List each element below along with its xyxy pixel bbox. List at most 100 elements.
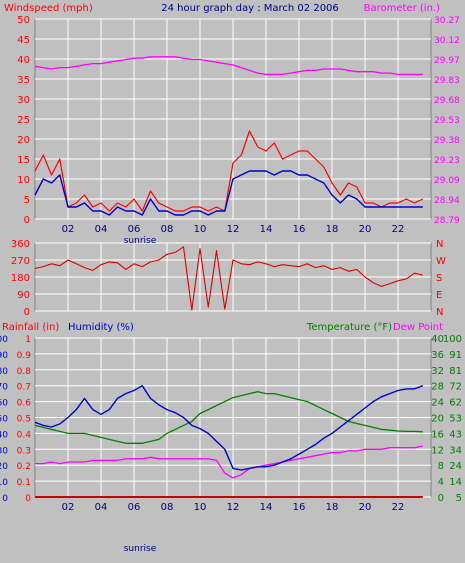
barometer-y-tick-label: 29.53: [434, 116, 460, 126]
x-tick-label: 14: [260, 224, 273, 235]
temperature-y-tick-label: 24: [431, 398, 444, 409]
x-tick-label: 20: [359, 224, 372, 235]
humidity-y-tick-label: 100: [0, 335, 8, 345]
rain-y-tick-label: 0.9: [17, 351, 32, 361]
wind-y-tick-label: 20: [17, 135, 30, 146]
humidity-y-tick-label: 40: [0, 430, 8, 440]
humidity-line: [34, 385, 424, 471]
humidity-y-tick-label: 60: [0, 399, 8, 409]
barometer-y-tick-label: 29.83: [434, 76, 460, 86]
wind-y-tick-label: 10: [17, 175, 30, 186]
dewpoint-axis-label: Dew Point: [393, 322, 443, 333]
windspeed-axis-label: Windspeed (mph): [4, 3, 93, 14]
dewpoint-line: [35, 445, 423, 479]
compass-tick-label: S: [436, 273, 442, 284]
x-tick-label: 06: [128, 224, 141, 235]
rain-y-tick-label: 0.2: [17, 462, 31, 472]
rainfall-axis-label: Rainfall (in): [2, 322, 59, 333]
wind-y-tick-label: 5: [24, 195, 30, 206]
dewpoint-y-tick-label: 62: [449, 398, 462, 409]
x-tick-label: 04: [95, 502, 108, 513]
x-tick-label: 14: [260, 502, 273, 513]
compass-tick-label: W: [436, 256, 446, 267]
temperature-y-tick-label: 32: [431, 366, 444, 377]
dewpoint-y-tick-label: 5: [456, 493, 462, 504]
rain-y-tick-label: 0.3: [17, 446, 31, 456]
humidity-axis-label: Humidity (%): [68, 322, 134, 333]
barometer-y-tick-label: 30.12: [434, 36, 460, 46]
humidity-y-tick-label: 90: [0, 351, 8, 361]
barometer-y-tick-label: 29.97: [434, 56, 460, 66]
x-tick-label: 06: [128, 502, 141, 513]
rain-y-tick-label: 0.4: [17, 430, 32, 440]
rain-y-tick-label: 1: [25, 335, 31, 345]
dewpoint-y-tick-label: 24: [449, 461, 462, 472]
dewpoint-y-tick-label: 14: [449, 477, 462, 488]
rain-y-tick-label: 0.7: [17, 383, 31, 393]
x-tick-label: 18: [326, 502, 339, 513]
x-tick-label: 02: [62, 224, 75, 235]
direction-y-tick-label: 0: [24, 307, 30, 318]
temperature-y-tick-label: 36: [431, 350, 444, 361]
dewpoint-y-tick-label: 91: [449, 350, 462, 361]
x-tick-label: 12: [227, 502, 240, 513]
barometer-axis-label: Barometer (in.): [364, 3, 440, 14]
compass-tick-label: E: [436, 290, 442, 301]
humidity-y-tick-label: 10: [0, 478, 8, 488]
wind-y-tick-label: 40: [17, 55, 30, 66]
x-tick-label: 16: [293, 224, 306, 235]
rain-y-tick-label: 0.1: [17, 478, 31, 488]
compass-tick-label: N: [436, 239, 443, 250]
temperature-y-tick-label: 28: [431, 382, 444, 393]
humidity-y-tick-label: 70: [0, 383, 8, 393]
x-tick-label: 08: [161, 224, 174, 235]
humidity-y-tick-label: 50: [0, 415, 8, 425]
humidity-y-tick-label: 20: [0, 462, 8, 472]
dewpoint-y-tick-label: 53: [449, 414, 462, 425]
barometer-y-tick-label: 29.09: [434, 176, 460, 186]
rain-y-tick-label: 0.8: [17, 367, 32, 377]
wind-direction-line: [34, 246, 423, 311]
barometer-y-tick-label: 28.79: [434, 216, 460, 226]
x-tick-label: 12: [227, 224, 240, 235]
humidity-y-tick-label: 0: [2, 494, 8, 504]
x-tick-label: 22: [392, 502, 405, 513]
temperature-y-tick-label: 16: [431, 429, 444, 440]
rain-y-tick-label: 0.5: [17, 415, 31, 425]
temperature-line: [34, 391, 423, 444]
wind-y-tick-label: 25: [17, 115, 30, 126]
wind-y-tick-label: 15: [17, 155, 30, 166]
barometer-line: [34, 56, 423, 76]
barometer-y-tick-label: 29.23: [434, 156, 460, 166]
temperature-y-tick-label: 20: [431, 414, 444, 425]
wind-y-tick-label: 30: [17, 95, 30, 106]
rain-y-tick-label: 0: [25, 494, 31, 504]
x-tick-label: 22: [392, 224, 405, 235]
temperature-y-tick-label: 4: [438, 477, 444, 488]
wind-y-tick-label: 35: [17, 75, 30, 86]
temperature-y-tick-label: 12: [431, 445, 444, 456]
dewpoint-y-tick-label: 72: [449, 382, 462, 393]
x-tick-label: 20: [359, 502, 372, 513]
humidity-y-tick-label: 30: [0, 446, 8, 456]
barometer-y-tick-label: 28.94: [434, 196, 460, 206]
chart-title: 24 hour graph day : March 02 2006: [161, 3, 339, 14]
barometer-y-tick-label: 30.27: [434, 16, 460, 26]
temperature-y-tick-label: 40: [431, 334, 444, 345]
sunrise-marker-bottom: sunrise: [124, 544, 157, 554]
wind-average-line: [34, 170, 423, 216]
wind-y-tick-label: 0: [24, 215, 30, 226]
wind-gust-line: [34, 130, 424, 212]
dewpoint-y-tick-label: 43: [449, 429, 462, 440]
x-tick-label: 10: [194, 502, 207, 513]
temperature-y-tick-label: 8: [438, 461, 444, 472]
barometer-y-tick-label: 29.38: [434, 136, 460, 146]
barometer-y-tick-label: 29.68: [434, 96, 460, 106]
direction-y-tick-label: 180: [11, 273, 30, 284]
wind-y-tick-label: 50: [17, 15, 30, 26]
direction-y-tick-label: 360: [11, 239, 30, 250]
x-tick-label: 16: [293, 502, 306, 513]
dewpoint-y-tick-label: 81: [449, 366, 462, 377]
